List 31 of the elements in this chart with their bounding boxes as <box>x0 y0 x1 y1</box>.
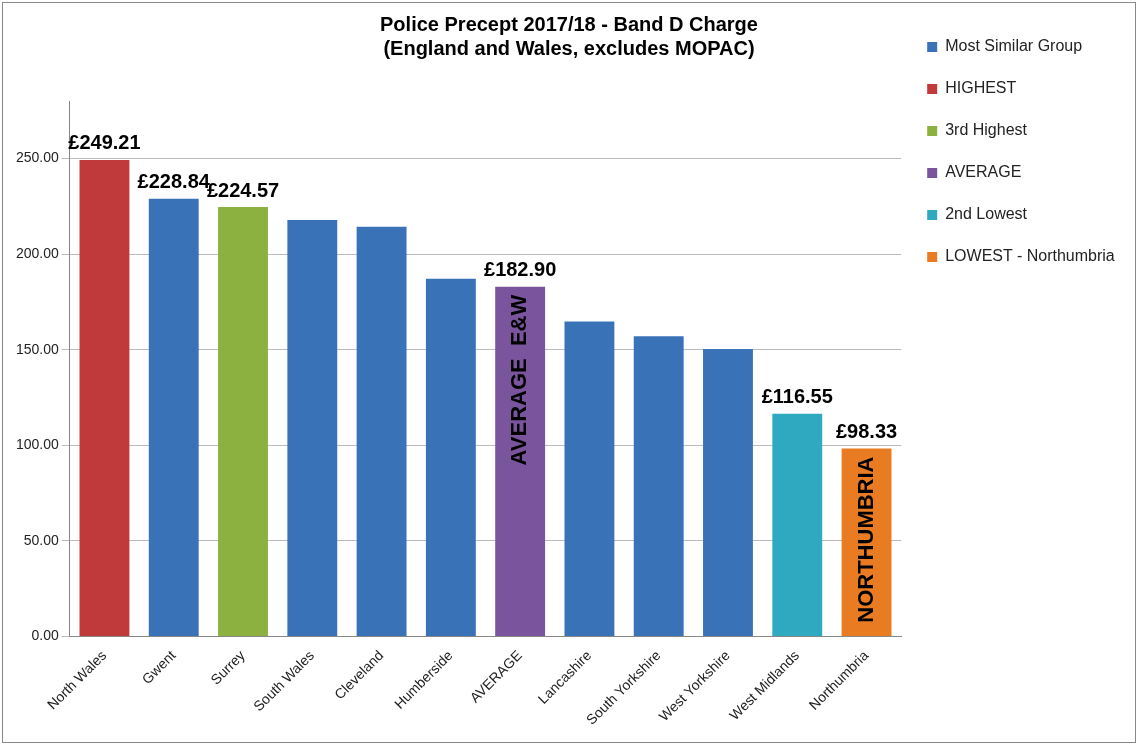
y-tick-label: 0.00 <box>31 627 60 644</box>
bar <box>218 207 268 637</box>
bar <box>772 413 823 637</box>
bar <box>148 198 199 637</box>
y-tick-label: 100.00 <box>15 436 60 453</box>
legend-label: 2nd Lowest <box>945 205 1028 223</box>
y-tick-label: 150.00 <box>15 340 60 357</box>
text: (England and Wales, excludes MOPAC) <box>383 36 755 59</box>
text: Police Precept 2017/18 - Band D Charge <box>380 12 758 35</box>
legend-label: HIGHEST <box>945 79 1017 97</box>
bar <box>633 336 684 637</box>
data-label: £182.90 <box>484 258 557 281</box>
annotation: AVERAGE E&W <box>506 294 532 466</box>
y-tick-label: 250.00 <box>15 149 60 166</box>
bar <box>287 219 338 637</box>
legend-label: Most Similar Group <box>945 37 1083 55</box>
bar <box>356 226 407 637</box>
legend-label: LOWEST - Northumbria <box>945 247 1115 265</box>
bar <box>564 321 615 637</box>
bar <box>425 278 476 637</box>
legend-label: 3rd Highest <box>945 121 1028 139</box>
annotation: NORTHUMBRIA <box>852 456 878 623</box>
y-tick-label: 200.00 <box>15 244 60 261</box>
data-label: £98.33 <box>835 420 898 443</box>
bar <box>703 348 753 637</box>
data-label: £249.21 <box>68 131 141 154</box>
bar <box>495 286 546 637</box>
legend-label: AVERAGE <box>945 163 1022 181</box>
y-tick-label: 50.00 <box>23 531 60 548</box>
data-label: £116.55 <box>761 385 833 408</box>
bar <box>79 159 130 637</box>
